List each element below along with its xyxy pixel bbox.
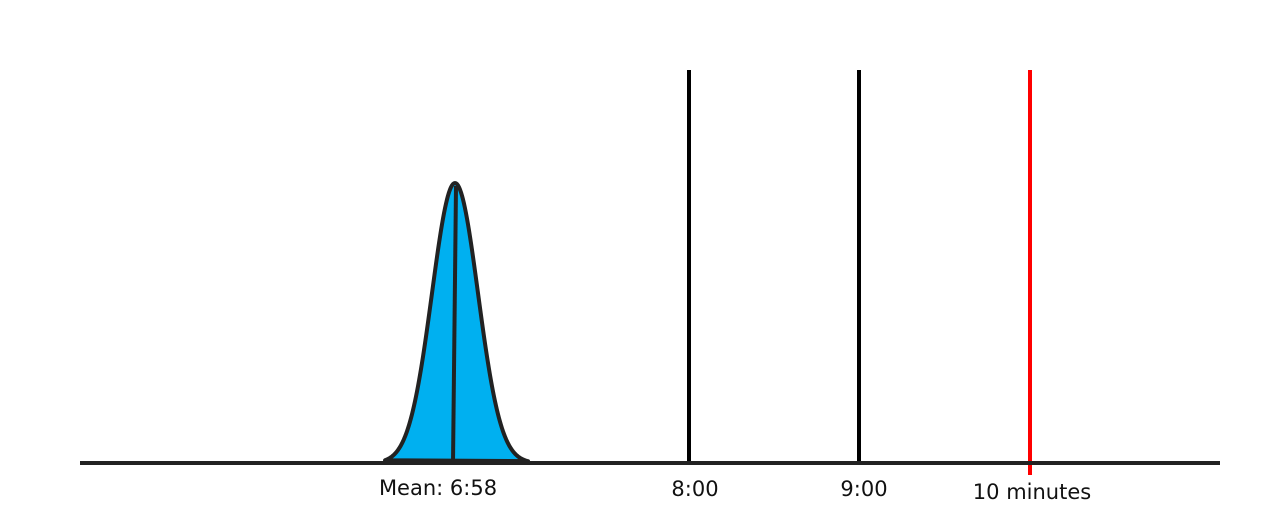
mean-label: Mean: 6:58 xyxy=(379,476,497,500)
tick-label: 9:00 xyxy=(840,477,887,501)
tick-label: 8:00 xyxy=(671,477,718,501)
mean-line xyxy=(451,185,458,464)
limit-label: 10 minutes xyxy=(973,480,1091,504)
